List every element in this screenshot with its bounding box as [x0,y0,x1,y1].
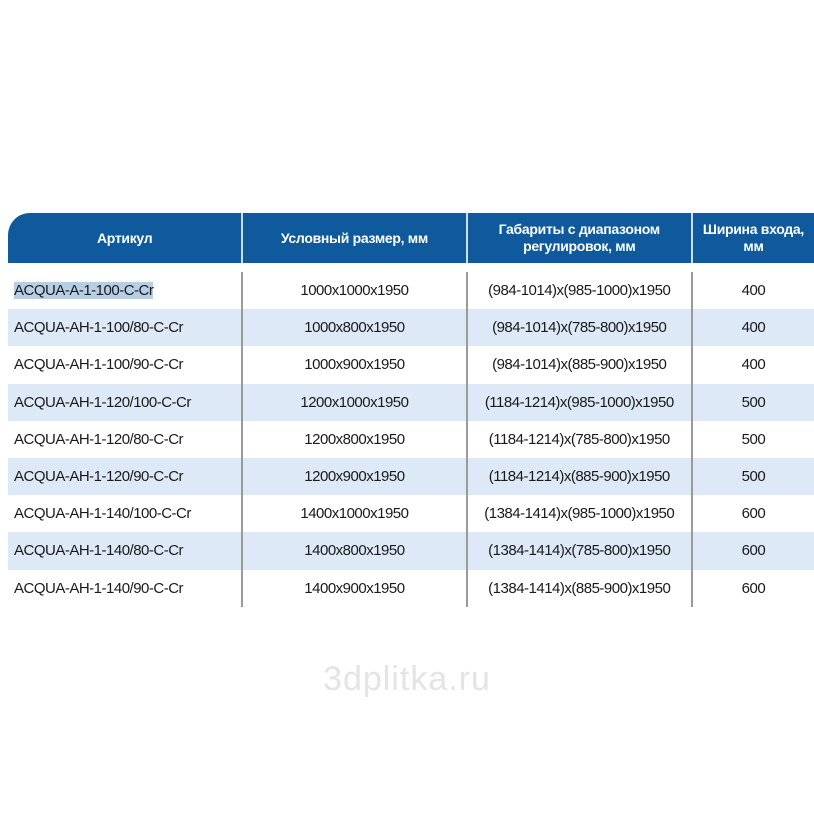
table-body: ACQUA-A-1-100-C-Cr 1000x1000x1950 (984-101… [8,272,814,607]
cell-entry-width: 600 [690,532,814,570]
table-row: ACQUA-AH-1-140/100-C-Cr 1400x1000x1950 (13… [8,495,814,533]
cell-text: 1200x900x1950 [304,468,405,486]
cell-text: 500 [741,393,766,411]
cell-text: (1184-1214)x(785-800)x1950 [488,430,671,448]
cell-text: ACQUA-A-1-100-C-Cr [14,282,154,300]
table-row: ACQUA-AH-1-140/90-C-Cr 1400x900x1950 (1384… [8,569,814,607]
cell-dimensions-range: (1184-1214)x(985-1000)x1950 [465,383,691,421]
cell-text: ACQUA-AH-1-120/100-C-Cr [14,393,191,411]
header-entry-width: Ширина входа, мм [690,213,814,263]
cell-dimensions-range: (984-1014)x(885-900)x1950 [465,346,691,384]
cell-text: (1184-1214)x(885-900)x1950 [488,468,671,486]
table-row: ACQUA-AH-1-120/80-C-Cr 1200x800x1950 (1184… [8,420,814,458]
cell-nominal-size: 1200x800x1950 [241,420,465,458]
cell-text: 1400x800x1950 [304,542,405,560]
cell-entry-width: 500 [690,383,814,421]
cell-entry-width: 400 [690,272,814,310]
header-dimensions-range: Габариты с диапазоном регулировок, мм [465,213,691,263]
product-table: Артикул Условный размер, мм Габариты с д… [8,213,814,607]
cell-article: ACQUA-AH-1-100/90-C-Cr [8,346,241,383]
cell-text: (984-1014)x(785-800)x1950 [492,319,667,337]
cell-text: (1184-1214)x(985-1000)x1950 [484,393,674,411]
cell-entry-width: 600 [690,495,814,533]
table-row: ACQUA-AH-1-120/100-C-Cr 1200x1000x1950 (11… [8,383,814,421]
cell-article: ACQUA-AH-1-100/80-C-Cr [8,309,241,346]
cell-dimensions-range: (1184-1214)x(785-800)x1950 [465,420,691,458]
cell-text: (1384-1414)x(885-900)x1950 [488,579,671,597]
header-nominal-size: Условный размер, мм [241,213,465,263]
cell-text: 400 [741,319,766,337]
cell-text: (984-1014)x(885-900)x1950 [492,356,667,374]
table-row: ACQUA-AH-1-100/90-C-Cr 1000x900x1950 (984-… [8,346,814,384]
table-header: Артикул Условный размер, мм Габариты с д… [8,213,814,263]
cell-article: ACQUA-AH-1-140/100-C-Cr [8,495,241,532]
cell-entry-width: 500 [690,457,814,496]
cell-entry-width: 600 [690,569,814,607]
cell-nominal-size: 1200x1000x1950 [241,383,465,421]
cell-nominal-size: 1000x900x1950 [241,346,465,384]
table-row: ACQUA-AH-1-100/80-C-Cr 1000x800x1950 (984-… [8,309,814,347]
cell-text: 1000x800x1950 [304,319,405,337]
cell-text: ACQUA-AH-1-140/100-C-Cr [14,505,191,523]
cell-entry-width: 500 [690,420,814,458]
table-row: ACQUA-A-1-100-C-Cr 1000x1000x1950 (984-101… [8,272,814,310]
cell-article: ACQUA-AH-1-120/80-C-Cr [8,421,241,458]
cell-dimensions-range: (1384-1414)x(785-800)x1950 [465,532,691,570]
cell-text: ACQUA-AH-1-140/80-C-Cr [14,542,184,560]
cell-dimensions-range: (1384-1414)x(885-900)x1950 [465,569,691,607]
cell-text: 1200x1000x1950 [300,393,409,411]
cell-article: ACQUA-AH-1-140/80-C-Cr [8,532,241,569]
cell-entry-width: 400 [690,309,814,347]
cell-text: 600 [741,579,766,597]
cell-text: ACQUA-AH-1-120/90-C-Cr [14,468,184,486]
cell-nominal-size: 1000x1000x1950 [241,272,465,310]
cell-text: 1400x900x1950 [304,579,405,597]
cell-text: (1384-1414)x(985-1000)x1950 [484,505,675,523]
cell-nominal-size: 1400x900x1950 [241,569,465,607]
cell-text: 500 [741,430,766,448]
cell-text: 500 [741,468,766,486]
cell-dimensions-range: (1184-1214)x(885-900)x1950 [465,457,691,496]
cell-text: 1200x800x1950 [304,430,405,448]
cell-text: ACQUA-AH-1-100/90-C-Cr [14,356,184,374]
cell-dimensions-range: (984-1014)x(785-800)x1950 [465,309,691,347]
cell-text: 400 [741,356,766,374]
cell-text: (984-1014)x(985-1000)x1950 [488,282,671,300]
cell-dimensions-range: (984-1014)x(985-1000)x1950 [465,272,691,310]
watermark: 3dplitka.ru [323,660,491,698]
table-row: ACQUA-AH-1-140/80-C-Cr 1400x800x1950 (1384… [8,532,814,570]
cell-text: 600 [741,542,766,560]
cell-text: ACQUA-AH-1-120/80-C-Cr [14,430,184,448]
cell-text: (1384-1414)x(785-800)x1950 [488,542,671,560]
cell-text: ACQUA-AH-1-100/80-C-Cr [14,319,184,337]
cell-nominal-size: 1400x1000x1950 [241,495,465,533]
cell-nominal-size: 1000x800x1950 [241,309,465,347]
cell-entry-width: 400 [690,346,814,384]
table-row: ACQUA-AH-1-120/90-C-Cr 1200x900x1950 (1184… [8,457,814,496]
cell-dimensions-range: (1384-1414)x(985-1000)x1950 [465,495,691,533]
cell-article: ACQUA-A-1-100-C-Cr [8,272,241,309]
cell-article: ACQUA-AH-1-120/90-C-Cr [8,458,241,495]
cell-article: ACQUA-AH-1-140/90-C-Cr [8,570,241,607]
cell-text: 1000x1000x1950 [300,282,409,300]
cell-article: ACQUA-AH-1-120/100-C-Cr [8,384,241,421]
cell-text: 1400x1000x1950 [300,505,409,523]
header-article: Артикул [96,229,153,246]
cell-text: 1000x900x1950 [304,356,405,374]
cell-nominal-size: 1200x900x1950 [241,457,465,496]
cell-text: ACQUA-AH-1-140/90-C-Cr [14,579,184,597]
cell-text: 400 [741,282,766,300]
cell-text: 600 [741,505,766,523]
cell-nominal-size: 1400x800x1950 [241,532,465,570]
